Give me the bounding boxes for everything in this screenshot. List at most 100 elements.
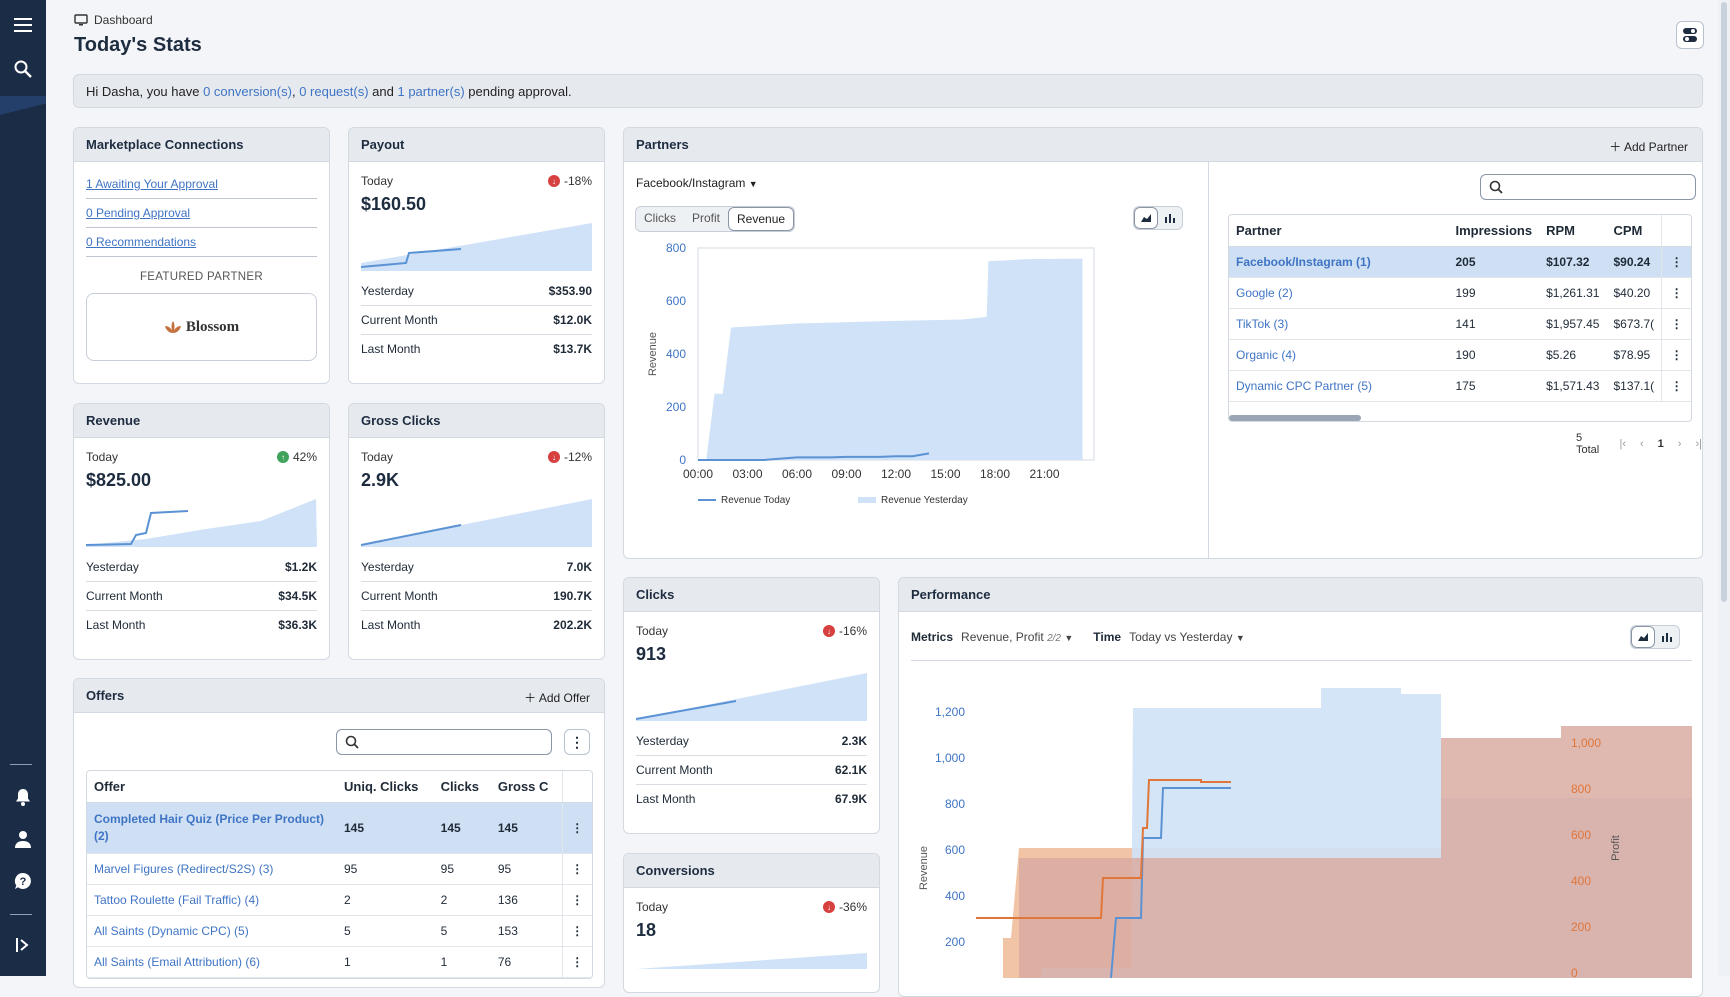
row-kebab-icon[interactable]: ⋮	[1661, 339, 1691, 371]
row-kebab-icon[interactable]: ⋮	[561, 946, 592, 978]
next-page-icon[interactable]: ›	[1677, 438, 1682, 450]
y-tick-label: 400	[666, 347, 686, 361]
conversions-sparkline	[636, 953, 867, 969]
awaiting-approval-link[interactable]: 1 Awaiting Your Approval	[86, 170, 317, 199]
table-row[interactable]: Marvel Figures (Redirect/S2S) (3) 95 95 95 ⋮	[87, 853, 592, 885]
offers-table: Offer Uniq. Clicks Clicks Gross C Comple…	[86, 770, 593, 979]
breadcrumb[interactable]: Dashboard	[74, 13, 153, 27]
time-dropdown[interactable]: Today vs Yesterday ▼	[1129, 630, 1245, 644]
clicks-sparkline	[636, 673, 867, 721]
recommendations-link[interactable]: 0 Recommendations	[86, 228, 317, 257]
table-row[interactable]: Tattoo Roulette (Fail Traffic) (4) 2 2 136 ⋮	[87, 884, 592, 916]
add-partner-button[interactable]: ＋ Add Partner	[1609, 140, 1688, 154]
offers-more-button[interactable]: ⋮	[564, 729, 590, 755]
help-icon[interactable]: ?	[0, 866, 46, 896]
conversions-delta: -36%	[838, 900, 867, 914]
prev-page-icon[interactable]: ‹	[1640, 438, 1644, 450]
table-row[interactable]: Organic (4) 190 $5.26 $78.95 ⋮	[1229, 339, 1691, 371]
x-tick-label: 00:00	[683, 467, 713, 481]
table-row[interactable]: All Saints (Dynamic CPC) (5) 5 5 153 ⋮	[87, 915, 592, 947]
partners-metric-tabs: Clicks Profit Revenue	[635, 206, 796, 232]
partners-table: Partner Impressions RPM CPM Facebook/Ins…	[1228, 214, 1692, 422]
featured-partner-tile[interactable]: Blossom	[86, 293, 317, 361]
performance-view-toggle	[1630, 625, 1680, 649]
partners-card: Partners ＋ Add Partner Facebook/Instagram…	[623, 127, 1703, 559]
area-chart-icon[interactable]	[1631, 626, 1655, 648]
offers-col-clicks[interactable]: Clicks	[433, 771, 491, 803]
banner-conversions-link[interactable]: 0 conversion(s)	[203, 84, 292, 99]
partners-title: Partners	[636, 137, 689, 152]
down-arrow-icon: ↓	[547, 175, 560, 187]
partners-col-impressions[interactable]: Impressions	[1448, 215, 1540, 247]
table-row[interactable]: Facebook/Instagram (1) 205 $107.32 $90.24 ⋮	[1229, 246, 1691, 278]
partners-revenue-chart[interactable]: 0 200 400 600 800 00:00 03:00 06:00 09:00 12:00 15…	[632, 238, 1132, 538]
y-left-axis-label: Revenue	[918, 846, 930, 890]
partners-search-input[interactable]	[1480, 174, 1696, 200]
toggle-icon	[1683, 28, 1697, 42]
up-arrow-icon: ↑	[276, 451, 289, 463]
current-page[interactable]: 1	[1657, 438, 1664, 450]
row-kebab-icon[interactable]: ⋮	[561, 802, 592, 854]
clicks-row: Yesterday 2.3K	[636, 727, 867, 756]
metrics-dropdown[interactable]: Revenue, Profit 2/2 ▼	[961, 630, 1074, 644]
tab-clicks[interactable]: Clicks	[644, 211, 676, 225]
row-kebab-icon[interactable]: ⋮	[561, 884, 592, 916]
revenue-row: Yesterday $1.2K	[86, 553, 317, 582]
banner-requests-link[interactable]: 0 request(s)	[299, 84, 369, 99]
offers-search-input[interactable]	[336, 729, 552, 755]
offers-col-uniq[interactable]: Uniq. Clicks	[337, 771, 434, 803]
revenue-today-label: Today	[86, 450, 119, 464]
bar-chart-icon[interactable]	[1158, 207, 1182, 229]
settings-toggle-button[interactable]	[1676, 21, 1704, 49]
row-kebab-icon[interactable]: ⋮	[1661, 246, 1691, 278]
gross-clicks-sparkline	[361, 499, 592, 547]
revenue-card: Revenue Today ↑ 42% $825.00 Yesterday $1.2K…	[73, 403, 330, 660]
tab-profit[interactable]: Profit	[692, 211, 721, 225]
conversions-title: Conversions	[624, 854, 879, 888]
gross-clicks-row: Yesterday 7.0K	[361, 553, 592, 582]
first-page-icon[interactable]: |‹	[1619, 438, 1626, 450]
table-h-scrollbar[interactable]	[1229, 415, 1361, 421]
table-row[interactable]: All Saints (Email Attribution) (6) 1 1 76 ⋮	[87, 946, 592, 978]
y-right-tick-label: 400	[1571, 874, 1591, 888]
partners-col-partner[interactable]: Partner	[1229, 215, 1449, 247]
revenue-value: $825.00	[86, 470, 152, 490]
hamburger-icon[interactable]	[0, 10, 46, 40]
row-kebab-icon[interactable]: ⋮	[1661, 308, 1691, 340]
down-arrow-icon: ↓	[822, 625, 835, 637]
partners-col-cpm[interactable]: CPM	[1606, 215, 1662, 247]
partner-select-dropdown[interactable]: Facebook/Instagram ▼	[636, 176, 758, 190]
banner-partners-link[interactable]: 1 partner(s)	[397, 84, 465, 99]
table-row[interactable]: TikTok (3) 141 $1,957.45 $673.7(⋮	[1229, 308, 1691, 340]
bar-chart-icon[interactable]	[1655, 626, 1679, 648]
page-title: Today's Stats	[74, 34, 202, 56]
add-offer-button[interactable]: ＋ Add Offer	[524, 691, 590, 705]
row-kebab-icon[interactable]: ⋮	[561, 915, 592, 947]
offers-col-gross[interactable]: Gross C	[490, 771, 562, 803]
collapse-icon[interactable]	[0, 930, 46, 960]
partners-col-rpm[interactable]: RPM	[1539, 215, 1607, 247]
pending-approval-link[interactable]: 0 Pending Approval	[86, 199, 317, 228]
performance-chart[interactable]: 200 400 600 800 1,000 1,200 0 200 400 600 800 1,000…	[911, 668, 1692, 978]
payout-sparkline	[361, 223, 592, 271]
area-chart-icon[interactable]	[1134, 207, 1158, 229]
featured-partner-label: FEATURED PARTNER	[139, 271, 263, 283]
table-row[interactable]: Dynamic CPC Partner (5) 175 $1,571.43 $137.…	[1229, 370, 1691, 402]
x-tick-label: 21:00	[1029, 467, 1059, 481]
table-row[interactable]: Google (2) 199 $1,261.31 $40.20 ⋮	[1229, 277, 1691, 309]
last-page-icon[interactable]: ›|	[1695, 438, 1702, 450]
user-icon[interactable]	[0, 824, 46, 854]
page-scrollbar[interactable]	[1718, 0, 1730, 976]
revenue-delta: 42%	[292, 450, 317, 464]
offers-col-offer[interactable]: Offer	[87, 771, 337, 803]
gross-clicks-row: Current Month 190.7K	[361, 582, 592, 611]
bell-icon[interactable]	[0, 782, 46, 812]
clicks-row: Current Month 62.1K	[636, 756, 867, 785]
row-kebab-icon[interactable]: ⋮	[1661, 370, 1691, 402]
search-icon[interactable]	[0, 54, 46, 84]
down-arrow-icon: ↓	[547, 451, 560, 463]
tab-revenue[interactable]: Revenue	[728, 207, 795, 231]
table-row[interactable]: Completed Hair Quiz (Price Per Product) …	[87, 802, 592, 854]
row-kebab-icon[interactable]: ⋮	[1661, 277, 1691, 309]
row-kebab-icon[interactable]: ⋮	[561, 853, 592, 885]
